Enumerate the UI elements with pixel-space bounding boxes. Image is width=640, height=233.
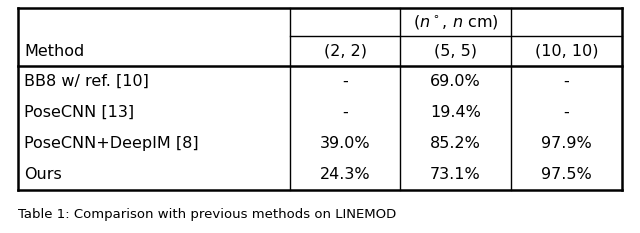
Text: (2, 2): (2, 2) xyxy=(323,44,367,58)
Text: (10, 10): (10, 10) xyxy=(535,44,598,58)
Text: 85.2%: 85.2% xyxy=(430,136,481,151)
Text: 69.0%: 69.0% xyxy=(430,74,481,89)
Text: (5, 5): (5, 5) xyxy=(434,44,477,58)
Text: 97.5%: 97.5% xyxy=(541,167,592,182)
Text: 97.9%: 97.9% xyxy=(541,136,592,151)
Text: -: - xyxy=(564,74,570,89)
Text: Table 1: Comparison with previous methods on LINEMOD: Table 1: Comparison with previous method… xyxy=(18,208,396,221)
Text: 19.4%: 19.4% xyxy=(430,105,481,120)
Text: ($n^\circ$, $n$ cm): ($n^\circ$, $n$ cm) xyxy=(413,13,499,31)
Text: -: - xyxy=(564,105,570,120)
Text: -: - xyxy=(342,74,348,89)
Text: BB8 w/ ref. [10]: BB8 w/ ref. [10] xyxy=(24,74,149,89)
Text: 73.1%: 73.1% xyxy=(430,167,481,182)
Text: PoseCNN+DeepIM [8]: PoseCNN+DeepIM [8] xyxy=(24,136,198,151)
Text: 24.3%: 24.3% xyxy=(320,167,371,182)
Text: Method: Method xyxy=(24,44,84,58)
Text: PoseCNN [13]: PoseCNN [13] xyxy=(24,105,134,120)
Text: 39.0%: 39.0% xyxy=(320,136,371,151)
Text: Ours: Ours xyxy=(24,167,61,182)
Text: -: - xyxy=(342,105,348,120)
